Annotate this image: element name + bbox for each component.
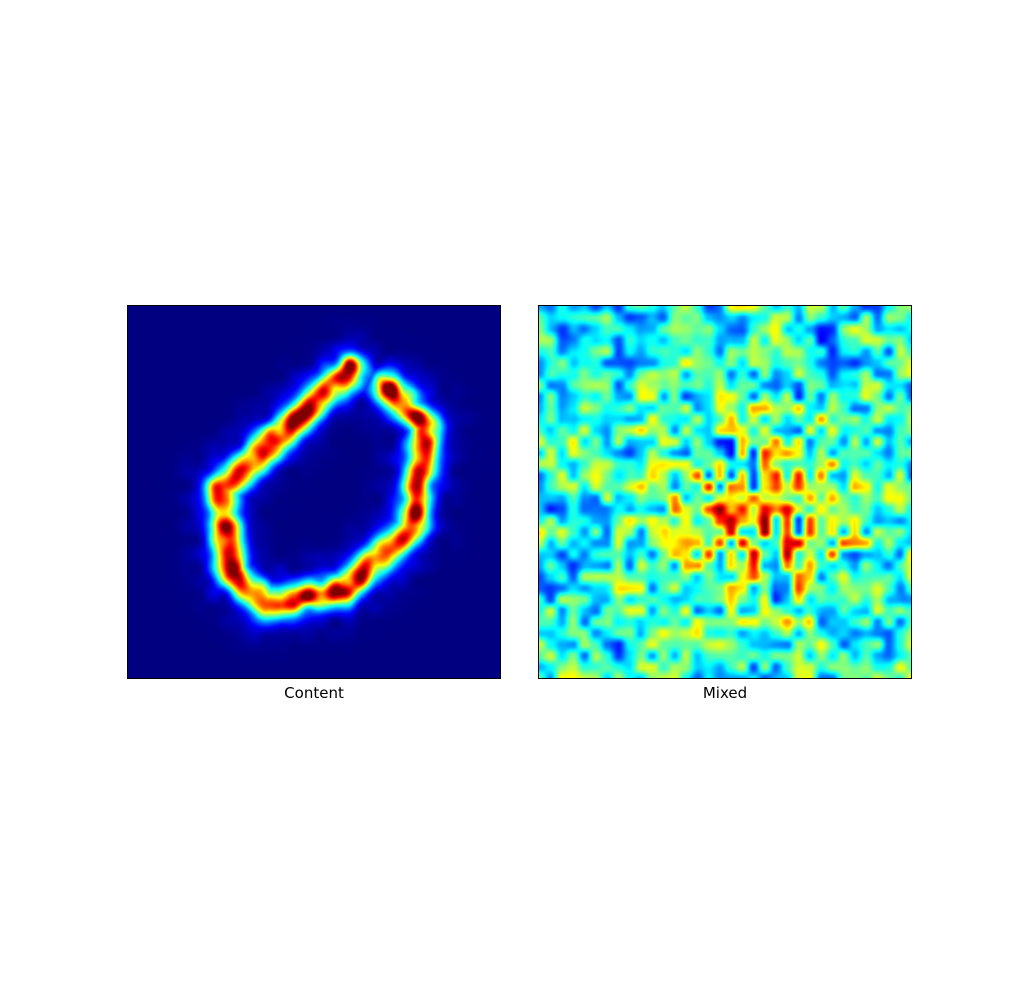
- content-image-panel: [127, 305, 501, 679]
- mixed-image-panel: [538, 305, 912, 679]
- mixed-caption: Mixed: [702, 684, 748, 702]
- content-heatmap-image: [128, 306, 500, 678]
- content-caption: Content: [284, 684, 344, 702]
- mixed-heatmap-image: [539, 306, 911, 678]
